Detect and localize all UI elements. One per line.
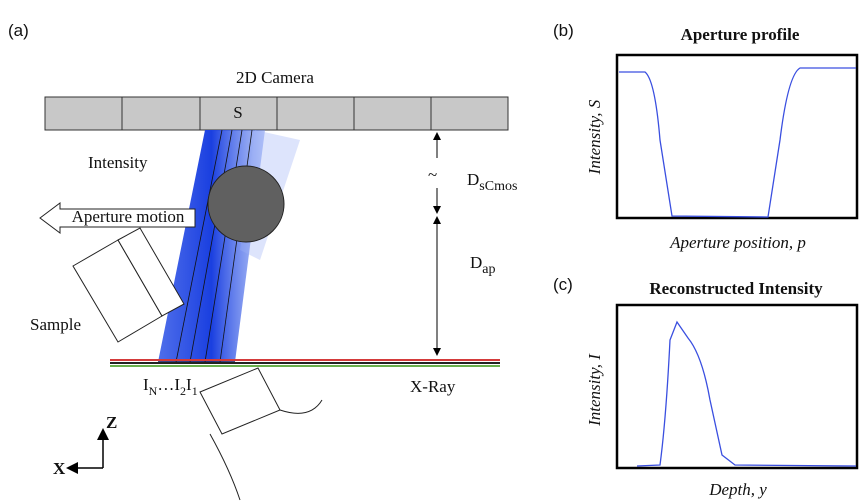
y-axis-label: Intensity, S xyxy=(585,99,604,175)
figure: (a) 2D Camera S Aperture motion Intensit… xyxy=(0,0,861,502)
camera-label: 2D Camera xyxy=(236,68,314,87)
panel-label: (a) xyxy=(8,21,29,40)
panel-label: (c) xyxy=(553,275,573,294)
beam-label: Intensity xyxy=(88,153,148,172)
profile-curve xyxy=(619,68,856,217)
panel-title: Reconstructed Intensity xyxy=(649,279,823,298)
panel-label: (b) xyxy=(553,21,574,40)
intensity-curve xyxy=(637,322,856,466)
pixel-label: S xyxy=(233,103,242,122)
d-ap: Dap xyxy=(470,253,496,277)
x-axis-label: Depth, y xyxy=(708,480,767,499)
z-label: Z xyxy=(106,413,117,432)
panel-title: Aperture profile xyxy=(681,25,800,44)
text-part: ap xyxy=(482,262,495,277)
plot-frame xyxy=(617,55,857,218)
x-axis-label: Aperture position, p xyxy=(669,233,806,252)
text-part: …I xyxy=(157,375,180,394)
axes-indicator xyxy=(72,434,103,468)
y-axis-label: Intensity, I xyxy=(585,353,604,427)
xray-beam xyxy=(110,360,500,366)
aperture xyxy=(208,166,284,242)
d-scmos: DsCmos xyxy=(467,170,517,194)
intensity-indices: IN…I2I1 xyxy=(143,375,198,398)
plot-frame xyxy=(617,305,857,468)
text-part: D xyxy=(470,253,482,272)
sample-label: Sample xyxy=(30,315,81,334)
motion-label: Aperture motion xyxy=(72,207,185,226)
text-part: sCmos xyxy=(479,179,517,194)
camera xyxy=(45,97,508,130)
x-label: X xyxy=(53,459,66,478)
text-part: D xyxy=(467,170,479,189)
text-part: N xyxy=(149,384,158,398)
xray-label: X-Ray xyxy=(410,377,456,396)
tilde: ~ xyxy=(428,165,437,184)
text-part: 1 xyxy=(192,384,198,398)
